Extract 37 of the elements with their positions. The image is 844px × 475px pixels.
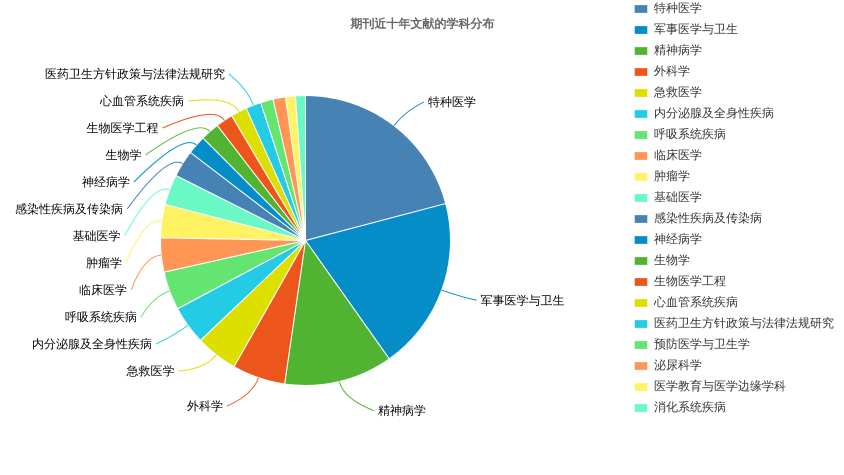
legend-label: 特种医学: [654, 0, 702, 16]
slice-label: 呼吸系统疾病: [65, 310, 138, 324]
legend-label: 医药卫生方针政策与法律法规研究: [654, 314, 834, 332]
slice-label: 急救医学: [125, 364, 174, 378]
slice-label: 生物学: [105, 148, 142, 162]
slice-label: 生物医学工程: [86, 121, 159, 135]
slice-label: 感染性疾病及传染病: [15, 202, 124, 216]
legend-label: 泌尿科学: [654, 356, 702, 374]
legend-label: 生物学: [654, 252, 690, 268]
slice-label: 特种医学: [428, 94, 476, 109]
legend-label: 预防医学与卫生学: [654, 336, 750, 352]
slice-label: 内分泌腺及全身性疾病: [32, 337, 152, 351]
legend-label: 医学教育与医学边缘学科: [654, 378, 786, 394]
text: 期刊近十年文献的学科分布: [350, 16, 494, 30]
slice-label: 外科学: [186, 399, 223, 414]
legend-label: 呼吸系统疾病: [654, 126, 726, 142]
legend-label: 肿瘤学: [654, 168, 690, 184]
slice-label: 心血管系统疾病: [98, 94, 184, 108]
slice-label: 神经病学: [82, 175, 130, 189]
legend-label: 心血管系统疾病: [654, 294, 738, 310]
slice-label: 精神病学: [378, 404, 426, 418]
legend-label: 外科学: [654, 62, 690, 80]
slice-label: 肿瘤学: [86, 256, 122, 270]
slice-label: 军事医学与卫生: [480, 293, 565, 308]
legend-label: 生物医学工程: [654, 272, 726, 290]
slice-label: 临床医学: [79, 283, 128, 297]
legend-label: 感染性疾病及传染病: [654, 210, 762, 226]
slice-label: 医药卫生方针政策与法律法规研究: [44, 67, 225, 81]
legend-label: 消化系统疾病: [654, 398, 726, 416]
slice-label: 基础医学: [72, 229, 121, 243]
legend-label: 临床医学: [654, 146, 702, 164]
legend-label: 基础医学: [654, 188, 702, 206]
legend-label: 内分泌腺及全身性疾病: [654, 104, 774, 122]
legend-label: 军事医学与卫生: [654, 20, 738, 38]
legend-label: 神经病学: [654, 230, 702, 248]
legend-label: 急救医学: [654, 84, 702, 100]
legend-label: 精神病学: [654, 42, 702, 58]
